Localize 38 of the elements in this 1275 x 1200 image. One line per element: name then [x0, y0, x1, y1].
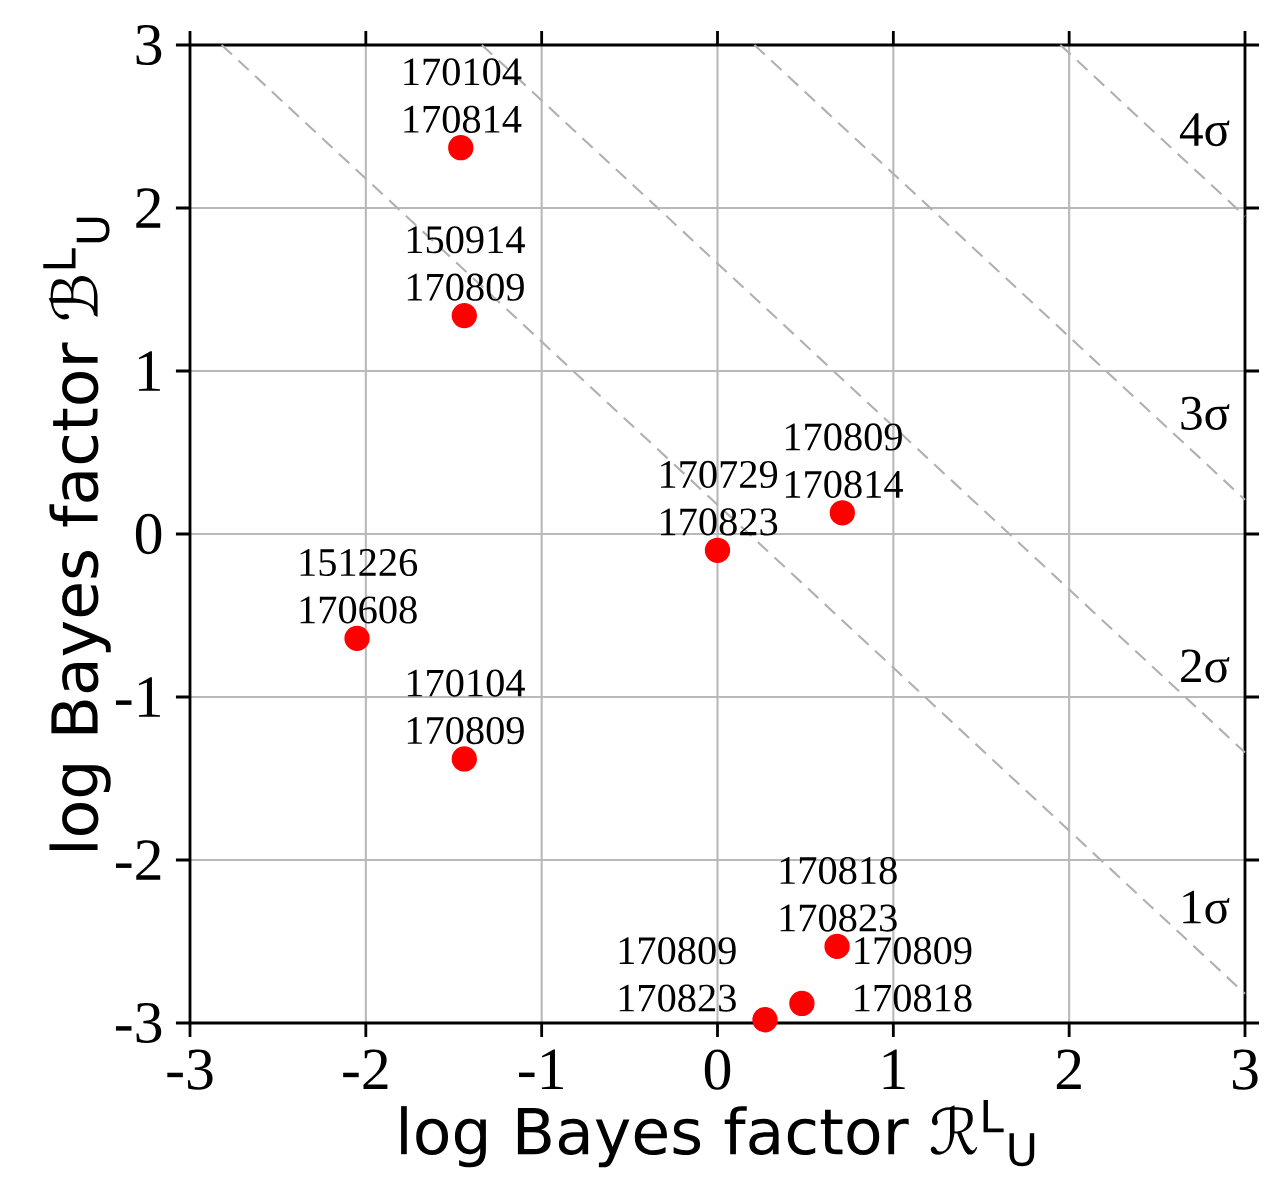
annotation: 170809 170823	[619, 937, 736, 1012]
x-tick-label: 2	[1056, 1049, 1081, 1090]
series-label: 2σ	[1181, 649, 1230, 683]
series-label: 4σ	[1179, 113, 1230, 147]
x-axis-title: log Bayes factor ℛ$^{L}$U	[401, 1099, 1035, 1168]
point	[448, 135, 474, 161]
x-tick-label: 3	[1232, 1049, 1258, 1090]
x-tick-label: -1	[518, 1049, 563, 1089]
point	[829, 500, 855, 526]
point	[704, 537, 731, 563]
y-tick-label: 1	[138, 351, 160, 391]
point	[451, 302, 477, 329]
point	[752, 1007, 778, 1033]
x-tick-label: 0	[704, 1049, 731, 1090]
y-tick-label: -2	[115, 840, 161, 880]
annotation: 170809 170814	[785, 423, 903, 499]
annotation: 170104 170809	[407, 669, 525, 745]
annotation: 170809 170818	[855, 937, 972, 1012]
annotation: 170818 170823	[780, 856, 897, 932]
point	[789, 990, 815, 1017]
y-tick-label: 2	[136, 188, 161, 228]
annotation: 170729 170823	[661, 460, 778, 536]
y-tick-label: -3	[115, 1002, 162, 1044]
x-tick-label: 1	[883, 1049, 905, 1089]
point	[344, 625, 370, 651]
point	[451, 746, 477, 772]
y-tick-label: 3	[136, 24, 162, 66]
y-axis-title: log Bayes factor ℬ$^{L}$U	[43, 217, 111, 851]
series-label: 1σ	[1183, 890, 1230, 924]
x-tick-label: -3	[167, 1049, 213, 1090]
annotation: 150914 170809	[407, 226, 525, 301]
y-tick-label: 0	[135, 513, 162, 555]
series-label: 3σ	[1181, 396, 1230, 430]
annotation: 170104 170814	[404, 58, 522, 133]
x-tick-label: -2	[343, 1049, 388, 1090]
point	[824, 933, 850, 960]
y-tick-label: -1	[115, 677, 160, 717]
annotation: 151226 170608	[300, 548, 418, 624]
